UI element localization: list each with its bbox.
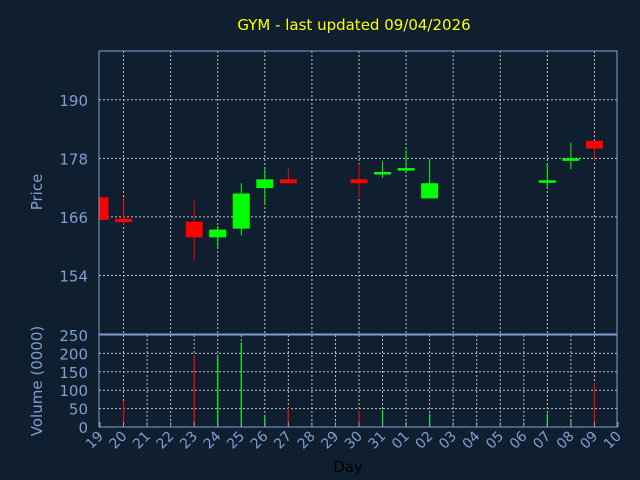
x-tick-label: 23 xyxy=(177,429,201,453)
x-tick-label: 01 xyxy=(389,429,413,453)
price-panel-frame xyxy=(98,50,618,335)
volume-axis-label: Volume (0000) xyxy=(28,326,46,436)
candle-body-07 xyxy=(538,180,556,183)
x-tick-label: 25 xyxy=(224,429,248,453)
x-tick-label: 03 xyxy=(436,429,460,453)
x-tick-label: 26 xyxy=(248,428,272,452)
volume-panel-frame xyxy=(98,334,618,428)
x-tick-label: 06 xyxy=(507,428,531,452)
x-tick-label: 24 xyxy=(201,428,225,452)
candle-body-31 xyxy=(374,172,392,175)
candle-body-09 xyxy=(585,140,603,149)
price-tick-label: 190 xyxy=(59,92,88,110)
x-tick-label: 10 xyxy=(601,429,625,453)
candle-body-19 xyxy=(99,197,109,220)
candle-body-24 xyxy=(209,229,227,238)
candle-body-20 xyxy=(115,218,133,223)
candle-body-01 xyxy=(397,168,415,171)
volume-tick-label: 250 xyxy=(59,327,88,345)
x-tick-label: 20 xyxy=(106,429,130,453)
candle-body-08 xyxy=(562,158,580,161)
x-tick-label: 04 xyxy=(460,428,484,452)
volume-tick-label: 200 xyxy=(59,345,88,363)
candle-body-02 xyxy=(421,183,439,199)
volume-tick-label: 50 xyxy=(69,401,88,419)
candle-body-26 xyxy=(256,179,274,189)
x-tick-label: 09 xyxy=(577,429,601,453)
chart-title: GYM - last updated 09/04/2026 xyxy=(237,16,470,34)
price-tick-label: 166 xyxy=(59,209,88,227)
candle-body-23 xyxy=(185,221,203,238)
x-tick-label: 28 xyxy=(295,429,319,453)
price-axis-label: Price xyxy=(28,174,46,211)
volume-tick-label: 100 xyxy=(59,382,88,400)
candle-body-25 xyxy=(232,193,250,229)
candle-body-27 xyxy=(279,179,297,184)
candle-body-30 xyxy=(350,179,368,184)
x-tick-label: 30 xyxy=(342,429,366,453)
volume-tick-label: 150 xyxy=(59,364,88,382)
price-tick-label: 154 xyxy=(59,267,88,285)
x-tick-label: 21 xyxy=(130,429,154,453)
x-tick-label: 27 xyxy=(271,429,295,453)
x-tick-label: 08 xyxy=(554,429,578,453)
volume-tick-label: 0 xyxy=(78,419,88,437)
price-tick-label: 178 xyxy=(59,150,88,168)
x-tick-label: 31 xyxy=(365,429,389,453)
x-tick-label: 07 xyxy=(530,429,554,453)
x-tick-label: 22 xyxy=(154,429,178,453)
x-axis-label: Day xyxy=(333,458,363,476)
x-tick-label: 29 xyxy=(318,429,342,453)
x-tick-label: 02 xyxy=(413,429,437,453)
x-tick-label: 05 xyxy=(483,429,507,453)
